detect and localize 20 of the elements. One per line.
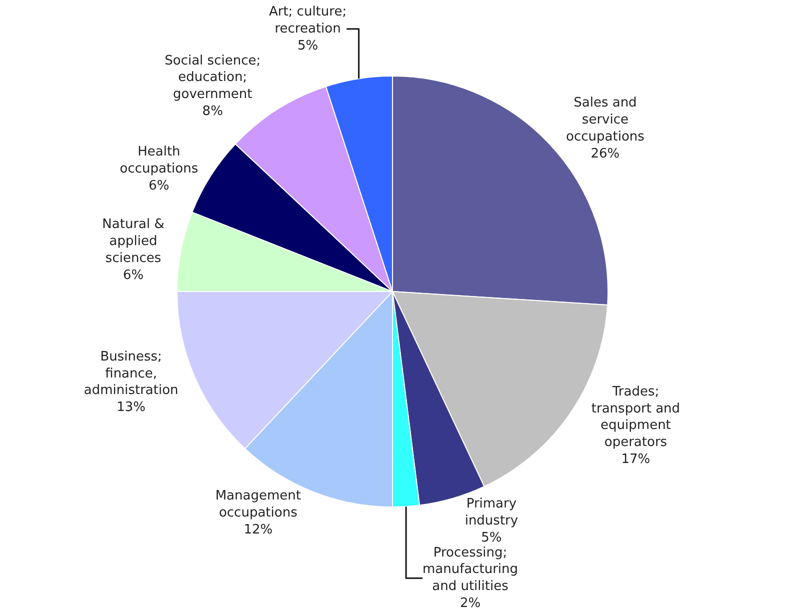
slice-label: Primary industry <box>464 496 518 528</box>
slice-label: Art; culture; recreation <box>268 4 347 36</box>
slice-label: Sales and service occupations <box>566 96 645 145</box>
data-label: 17% <box>621 452 650 467</box>
slice-label: Social science; education; government <box>164 53 261 102</box>
data-label: 5% <box>297 38 318 54</box>
slice-label: Management occupations <box>215 488 301 520</box>
slice-label: Processing; manufacturing and utilities <box>422 545 518 594</box>
slice-label: Trades; transport and equipment operators <box>591 384 680 450</box>
data-label: 2% <box>460 596 481 612</box>
data-label: 13% <box>116 400 146 416</box>
data-label: 26% <box>590 146 620 162</box>
data-label: 12% <box>244 522 273 538</box>
slice-label: Health occupations <box>120 144 198 177</box>
data-label: 5% <box>481 530 502 546</box>
data-label: 6% <box>148 178 170 194</box>
slice-label: Natural & applied sciences <box>102 217 164 266</box>
data-label: 8% <box>202 104 223 119</box>
data-label: 6% <box>122 268 144 283</box>
slice-label: Business; finance, administration <box>84 349 178 398</box>
